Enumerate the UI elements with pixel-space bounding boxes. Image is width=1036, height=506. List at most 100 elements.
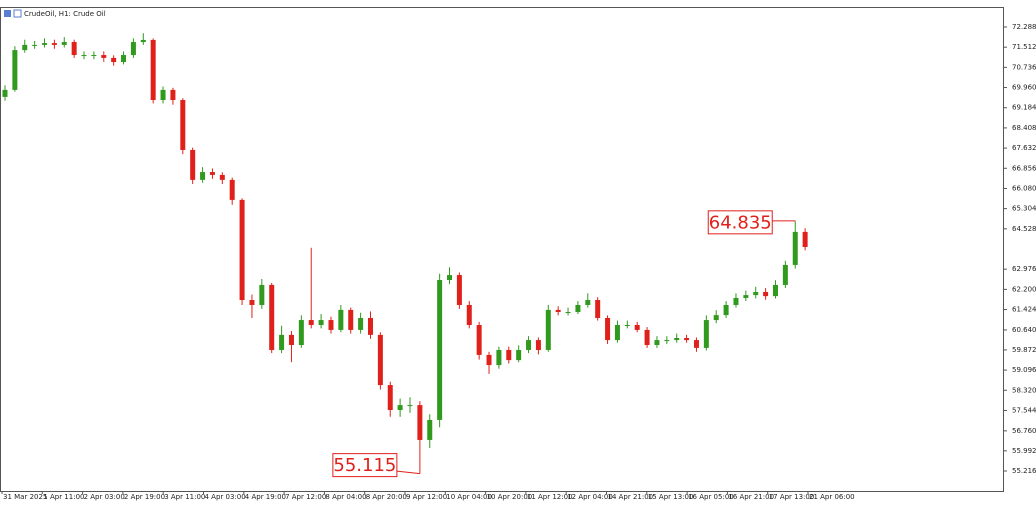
candle-body — [140, 39, 146, 43]
candle-body — [427, 419, 433, 440]
candle-body — [318, 320, 324, 325]
candle-body — [723, 304, 729, 316]
y-tick-label: 59.096 — [1012, 366, 1036, 374]
candle-body — [565, 311, 571, 313]
x-tick-label: 16 Apr 05:00 — [688, 493, 734, 501]
y-tick-label: 71.512 — [1012, 43, 1036, 51]
x-tick-label: 15 Apr 13:00 — [648, 493, 694, 501]
y-tick-label: 69.184 — [1012, 104, 1036, 112]
candle-body — [308, 320, 314, 325]
menu-icon[interactable] — [4, 10, 11, 17]
x-tick-label: 16 Apr 21:00 — [728, 493, 774, 501]
candle-body — [259, 284, 265, 305]
candle-body — [476, 324, 482, 355]
x-tick-label: 7 Apr 12:00 — [285, 493, 326, 501]
x-tick-label: 17 Apr 13:00 — [769, 493, 815, 501]
candle-body — [328, 320, 334, 330]
candle-body — [51, 43, 57, 45]
candle-body — [170, 89, 176, 101]
y-tick-label: 59.872 — [1012, 346, 1036, 354]
candle-body — [516, 349, 522, 361]
y-tick-label: 64.528 — [1012, 225, 1036, 233]
candle-body — [101, 55, 107, 58]
candle-body — [753, 291, 759, 296]
candle-body — [288, 334, 294, 346]
candle-body — [703, 320, 709, 348]
x-tick-label: 1 Apr 11:00 — [43, 493, 84, 501]
x-tick-label: 10 Apr 20:00 — [487, 493, 533, 501]
x-tick-label: 2 Apr 03:00 — [84, 493, 125, 501]
x-tick-label: 4 Apr 03:00 — [205, 493, 246, 501]
y-tick-label: 61.424 — [1012, 306, 1036, 314]
candle-body — [249, 300, 255, 305]
candle-body — [605, 317, 611, 341]
candle-body — [269, 284, 275, 350]
candle-body — [229, 179, 235, 200]
candle-body — [387, 385, 393, 411]
y-tick-label: 72.288 — [1012, 23, 1036, 31]
candle-body — [782, 264, 788, 285]
chart-icon[interactable] — [13, 9, 22, 18]
y-tick-label: 62.976 — [1012, 265, 1036, 273]
candle-body — [71, 42, 77, 56]
annotation-box — [332, 453, 398, 478]
y-tick-label: 57.544 — [1012, 406, 1036, 414]
candle-body — [447, 275, 453, 281]
y-tick-label: 58.320 — [1012, 386, 1036, 394]
candle-body — [614, 324, 620, 341]
y-tick-label: 70.736 — [1012, 63, 1036, 71]
x-tick-label: 14 Apr 21:00 — [608, 493, 654, 501]
candle-body — [466, 304, 472, 325]
candle-body — [437, 280, 443, 420]
y-tick-label: 66.856 — [1012, 164, 1036, 172]
y-tick-label: 67.632 — [1012, 144, 1036, 152]
x-tick-label: 8 Apr 20:00 — [366, 493, 407, 501]
x-tick-label: 11 Apr 12:00 — [527, 493, 573, 501]
candle-body — [81, 55, 87, 57]
x-tick-label: 31 Mar 2025 — [3, 493, 47, 501]
candle-body — [634, 324, 640, 330]
candle-body — [743, 295, 749, 298]
candle-body — [2, 89, 8, 97]
candle-body — [61, 42, 67, 45]
candle-body — [111, 57, 117, 63]
x-tick-label: 2 Apr 19:00 — [124, 493, 165, 501]
candle-body — [407, 405, 413, 407]
candle-body — [130, 42, 136, 56]
candle-body — [733, 297, 739, 305]
candle-body — [545, 309, 551, 350]
candle-body — [32, 44, 38, 46]
candle-body — [535, 340, 541, 350]
candle-body — [180, 100, 186, 150]
candle-body — [674, 337, 680, 341]
candle-body — [91, 55, 97, 57]
candle-body — [506, 349, 512, 361]
candle-body — [200, 172, 206, 180]
candle-body — [12, 50, 18, 90]
candle-body — [654, 340, 660, 346]
candle-body — [209, 172, 215, 175]
candle-body — [160, 89, 166, 101]
y-tick-label: 65.304 — [1012, 205, 1036, 213]
y-tick-label: 60.640 — [1012, 326, 1036, 334]
candle-body — [644, 329, 650, 346]
y-tick-label: 55.216 — [1012, 467, 1036, 475]
candle-body — [121, 55, 127, 63]
candle-body — [348, 309, 354, 330]
y-tick-label: 62.200 — [1012, 285, 1036, 293]
plot-frame — [0, 7, 1004, 492]
candle-body — [358, 317, 364, 330]
x-tick-label: 3 Apr 11:00 — [164, 493, 205, 501]
candle-body — [802, 231, 808, 247]
x-tick-label: 12 Apr 04:00 — [567, 493, 613, 501]
candle-body — [377, 334, 383, 386]
candle-body — [239, 199, 245, 301]
candle-body — [279, 334, 285, 350]
candle-body — [456, 275, 462, 305]
candle-body — [417, 405, 423, 440]
candle-body — [42, 43, 48, 45]
x-tick-label: 9 Apr 12:00 — [406, 493, 447, 501]
x-tick-label: 8 Apr 04:00 — [325, 493, 366, 501]
x-tick-label: 21 Apr 06:00 — [809, 493, 855, 501]
candle-body — [575, 304, 581, 312]
